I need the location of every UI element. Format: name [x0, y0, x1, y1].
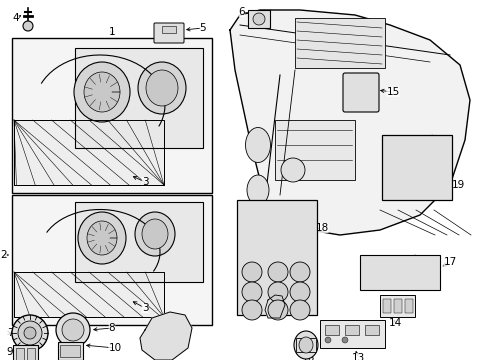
- Ellipse shape: [12, 315, 48, 351]
- Bar: [75, 48, 203, 148]
- Bar: [60, 345, 80, 357]
- Bar: [14, 272, 163, 317]
- Bar: [27, 348, 35, 360]
- Ellipse shape: [62, 319, 84, 341]
- Bar: [364, 325, 378, 335]
- Bar: [14, 272, 163, 317]
- Text: 13: 13: [351, 353, 364, 360]
- Ellipse shape: [325, 337, 330, 343]
- FancyBboxPatch shape: [154, 23, 183, 43]
- Ellipse shape: [242, 282, 262, 302]
- Text: 17: 17: [443, 257, 456, 267]
- Bar: [14, 120, 163, 185]
- Text: 10: 10: [108, 343, 122, 353]
- Text: 3: 3: [142, 303, 148, 313]
- Bar: [393, 299, 401, 313]
- Text: 16: 16: [301, 353, 314, 360]
- Ellipse shape: [78, 212, 126, 264]
- Ellipse shape: [242, 262, 262, 282]
- Text: 14: 14: [387, 318, 401, 328]
- Ellipse shape: [267, 300, 287, 320]
- Ellipse shape: [281, 158, 305, 182]
- Ellipse shape: [267, 262, 287, 282]
- Ellipse shape: [293, 331, 317, 359]
- Bar: [12, 38, 212, 193]
- Bar: [237, 200, 316, 315]
- Ellipse shape: [146, 70, 178, 106]
- Ellipse shape: [138, 62, 185, 114]
- Text: 7: 7: [7, 328, 13, 338]
- Text: 1: 1: [108, 27, 115, 37]
- Ellipse shape: [18, 321, 42, 345]
- Polygon shape: [140, 312, 192, 360]
- Bar: [75, 202, 203, 282]
- Text: 8: 8: [108, 323, 115, 333]
- Ellipse shape: [24, 327, 36, 339]
- Ellipse shape: [246, 175, 268, 205]
- Ellipse shape: [298, 337, 312, 353]
- Bar: [382, 299, 390, 313]
- Text: 6: 6: [238, 7, 245, 17]
- Bar: [319, 320, 384, 348]
- Text: 9: 9: [7, 347, 13, 357]
- Ellipse shape: [252, 13, 264, 25]
- Ellipse shape: [56, 313, 90, 347]
- Text: 15: 15: [386, 87, 399, 97]
- Text: 11: 11: [150, 353, 163, 360]
- Ellipse shape: [135, 212, 175, 256]
- Ellipse shape: [245, 127, 270, 162]
- Bar: [247, 10, 269, 28]
- Bar: [345, 325, 358, 335]
- Bar: [274, 120, 354, 180]
- Bar: [295, 338, 315, 352]
- Text: 5: 5: [199, 23, 206, 33]
- Ellipse shape: [289, 262, 309, 282]
- Bar: [58, 342, 83, 360]
- Bar: [379, 295, 414, 317]
- Text: 2: 2: [0, 250, 7, 260]
- Ellipse shape: [289, 282, 309, 302]
- Ellipse shape: [267, 282, 287, 302]
- Ellipse shape: [341, 337, 347, 343]
- Ellipse shape: [87, 221, 117, 255]
- Bar: [12, 195, 212, 325]
- Bar: [16, 348, 24, 360]
- Bar: [359, 255, 439, 290]
- Ellipse shape: [289, 300, 309, 320]
- Text: 12: 12: [270, 285, 283, 295]
- Polygon shape: [229, 10, 469, 235]
- Bar: [162, 26, 176, 33]
- FancyBboxPatch shape: [342, 73, 378, 112]
- Bar: [13, 345, 38, 360]
- Bar: [294, 18, 384, 68]
- Ellipse shape: [23, 21, 33, 31]
- Bar: [404, 299, 412, 313]
- Ellipse shape: [74, 62, 130, 122]
- Text: 19: 19: [450, 180, 464, 190]
- Ellipse shape: [242, 300, 262, 320]
- Text: 4: 4: [13, 13, 19, 23]
- Bar: [381, 135, 451, 200]
- Bar: [325, 325, 338, 335]
- Ellipse shape: [142, 219, 168, 249]
- Bar: [14, 120, 163, 185]
- Text: 18: 18: [315, 223, 328, 233]
- Polygon shape: [264, 295, 285, 318]
- Text: 3: 3: [142, 177, 148, 187]
- Ellipse shape: [84, 72, 120, 112]
